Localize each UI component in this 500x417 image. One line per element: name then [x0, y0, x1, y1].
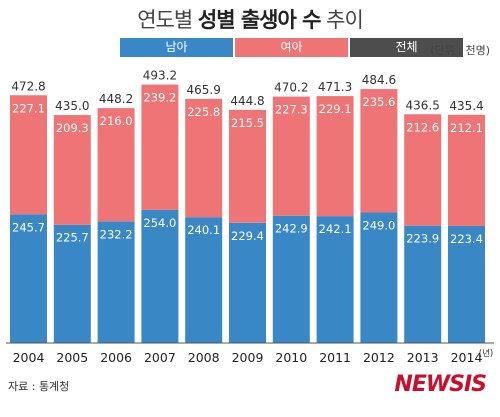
value-label-male-2014: 223.4: [450, 232, 483, 246]
x-unit-suffix: (년): [479, 348, 493, 359]
value-label-female-2005: 209.3: [56, 121, 89, 135]
x-tick-2010: 2010: [275, 350, 307, 365]
source-label: 자료 : 통계청: [8, 380, 70, 393]
total-label-2011: 471.3: [318, 80, 352, 94]
value-label-female-2004: 227.1: [12, 101, 45, 115]
bar-male-2005: [53, 224, 91, 343]
bar-male-2012: [360, 212, 398, 343]
value-label-female-2011: 229.1: [319, 102, 352, 116]
bar-female-2012: [360, 89, 398, 213]
total-label-2012: 484.6: [362, 73, 396, 87]
x-tick-2007: 2007: [144, 350, 176, 365]
total-label-2010: 470.2: [274, 81, 308, 95]
x-tick-2008: 2008: [188, 350, 220, 365]
value-label-male-2012: 249.0: [362, 219, 395, 233]
legend-total: 전체: [350, 38, 463, 57]
bar-male-2014: [448, 225, 485, 343]
bar-female-2011: [316, 96, 354, 217]
total-label-2007: 493.2: [143, 69, 177, 83]
total-label-2006: 448.2: [99, 92, 133, 106]
value-label-male-2010: 242.9: [275, 222, 308, 236]
value-label-female-2008: 225.8: [187, 105, 220, 119]
title-tail: 추이: [326, 8, 364, 32]
value-label-male-2005: 225.7: [56, 231, 89, 245]
bar-male-2009: [229, 222, 266, 343]
value-label-male-2004: 245.7: [12, 220, 45, 234]
x-tick-2004: 2004: [13, 350, 45, 365]
x-tick-2006: 2006: [100, 350, 132, 365]
bar-male-2006: [97, 221, 135, 343]
unit-label: (단위 : 천명): [430, 44, 490, 57]
bar-male-2011: [316, 216, 354, 343]
total-label-2013: 436.5: [406, 98, 440, 112]
value-label-female-2014: 212.1: [450, 121, 483, 135]
bar-female-2008: [185, 98, 223, 218]
bar-male-2008: [185, 217, 223, 343]
bar-female-2013: [404, 114, 442, 226]
value-label-female-2010: 227.3: [275, 103, 308, 117]
x-tick-2009: 2009: [232, 350, 264, 365]
x-tick-2005: 2005: [56, 350, 88, 365]
title-normal: 연도별: [137, 8, 193, 32]
total-label-2009: 444.8: [230, 94, 264, 108]
value-label-male-2009: 229.4: [231, 229, 264, 243]
bar-male-2010: [272, 215, 310, 343]
title-strong: 성별 출생아 수: [197, 8, 322, 32]
value-label-female-2012: 235.6: [362, 95, 395, 109]
total-label-2005: 435.0: [55, 99, 89, 113]
value-label-male-2013: 223.9: [406, 232, 439, 246]
x-tick-2013: 2013: [407, 350, 439, 365]
total-label-2004: 472.8: [11, 79, 45, 93]
x-tick-2012: 2012: [363, 350, 395, 365]
bar-female-2009: [229, 109, 266, 223]
newsis-logo: NEWSIS: [394, 372, 487, 397]
legend-male: 남아: [120, 38, 233, 57]
value-label-female-2007: 239.2: [143, 91, 176, 105]
value-label-male-2006: 232.2: [100, 227, 133, 241]
value-label-male-2008: 240.1: [187, 223, 220, 237]
total-label-2014: 435.4: [449, 99, 483, 113]
value-label-female-2013: 212.6: [406, 120, 439, 134]
bar-female-2006: [97, 108, 135, 222]
value-label-female-2006: 216.0: [100, 114, 133, 128]
legend-female: 여아: [235, 38, 348, 57]
value-label-male-2007: 254.0: [143, 216, 176, 230]
bar-female-2005: [53, 115, 91, 225]
value-label-female-2009: 215.5: [231, 116, 264, 130]
total-label-2008: 465.9: [187, 83, 221, 97]
bar-female-2004: [10, 95, 47, 215]
value-label-male-2011: 242.1: [319, 222, 352, 236]
chart-title: 연도별 성별 출생아 수 추이: [0, 4, 500, 34]
bar-female-2007: [141, 84, 179, 210]
bar-male-2013: [404, 225, 442, 343]
x-tick-2011: 2011: [319, 350, 351, 365]
bar-female-2014: [448, 114, 485, 226]
bar-male-2007: [141, 209, 179, 343]
bar-female-2010: [272, 96, 310, 216]
x-tick-2014: 2014: [451, 350, 483, 365]
bar-male-2004: [10, 214, 47, 343]
